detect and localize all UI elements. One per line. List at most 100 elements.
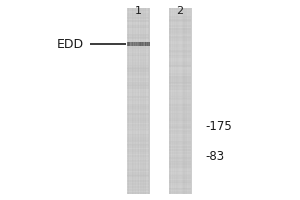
Bar [172, 8, 173, 194]
Bar [127, 135, 149, 137]
Bar [169, 72, 191, 73]
Bar [169, 75, 191, 76]
Bar [169, 183, 191, 185]
Bar [169, 123, 191, 124]
Bar [134, 42, 135, 46]
Bar [127, 146, 149, 148]
Bar [130, 42, 131, 46]
Bar [148, 8, 149, 194]
Bar [127, 62, 149, 64]
Bar [169, 33, 191, 35]
Bar [145, 42, 146, 46]
Bar [169, 11, 191, 13]
Bar [169, 120, 191, 121]
Bar [169, 56, 191, 58]
Bar [169, 28, 191, 30]
Bar [127, 143, 149, 145]
Bar [127, 50, 149, 52]
Bar [132, 8, 133, 194]
Bar [134, 42, 135, 46]
Bar [181, 8, 182, 194]
Bar [136, 8, 137, 194]
Bar [127, 191, 149, 193]
Bar [169, 182, 191, 183]
Bar [169, 191, 191, 193]
Bar [127, 158, 149, 160]
Bar [147, 42, 148, 46]
Bar [169, 14, 191, 16]
Bar [169, 143, 191, 145]
Bar [127, 137, 149, 138]
Bar [127, 51, 149, 53]
Bar [140, 42, 141, 46]
Bar [148, 42, 149, 46]
Bar [169, 185, 191, 186]
Bar [169, 68, 191, 70]
Bar [127, 11, 149, 13]
Bar [169, 130, 191, 132]
Bar [169, 118, 191, 120]
Bar [127, 61, 149, 62]
Bar [127, 165, 149, 166]
Bar [169, 155, 191, 157]
Bar [127, 99, 149, 101]
Bar [169, 103, 191, 104]
Bar [174, 8, 175, 194]
Bar [143, 8, 144, 194]
Bar [142, 8, 143, 194]
Bar [188, 8, 189, 194]
Bar [127, 149, 149, 151]
Bar [169, 70, 191, 72]
Bar [127, 10, 149, 11]
Bar [139, 42, 140, 46]
Bar [169, 48, 191, 50]
Bar [127, 59, 149, 61]
Bar [169, 27, 191, 28]
Bar [169, 30, 191, 31]
Bar [127, 19, 149, 21]
Bar [145, 8, 146, 194]
Bar [183, 8, 184, 194]
Bar [145, 8, 146, 194]
Bar [140, 8, 141, 194]
Bar [127, 25, 149, 27]
Bar [169, 144, 191, 146]
Bar [131, 42, 132, 46]
Bar [127, 73, 149, 75]
Bar [186, 8, 187, 194]
Bar [169, 67, 191, 69]
Bar [139, 42, 140, 46]
Bar [170, 8, 171, 194]
Bar [169, 168, 191, 169]
Bar [130, 42, 131, 46]
Text: 1: 1 [134, 6, 142, 16]
Bar [169, 51, 191, 53]
Bar [177, 8, 178, 194]
Text: EDD: EDD [57, 38, 84, 50]
Bar [169, 163, 191, 165]
Bar [177, 8, 178, 194]
Bar [169, 54, 191, 56]
Bar [169, 134, 191, 135]
Bar [138, 8, 139, 194]
Bar [169, 148, 191, 149]
Bar [169, 34, 191, 36]
Bar [169, 112, 191, 114]
Bar [169, 82, 191, 84]
Bar [127, 101, 149, 103]
Bar [127, 130, 149, 132]
Bar [169, 124, 191, 126]
Bar [169, 160, 191, 162]
Bar [169, 174, 191, 176]
Bar [169, 90, 191, 92]
Bar [129, 42, 130, 46]
Bar [169, 78, 191, 79]
Bar [169, 93, 191, 95]
Bar [127, 175, 149, 177]
Bar [127, 160, 149, 162]
Bar [127, 95, 149, 97]
Bar [171, 8, 172, 194]
Bar [127, 16, 149, 18]
Bar [127, 152, 149, 154]
Bar [169, 141, 191, 143]
